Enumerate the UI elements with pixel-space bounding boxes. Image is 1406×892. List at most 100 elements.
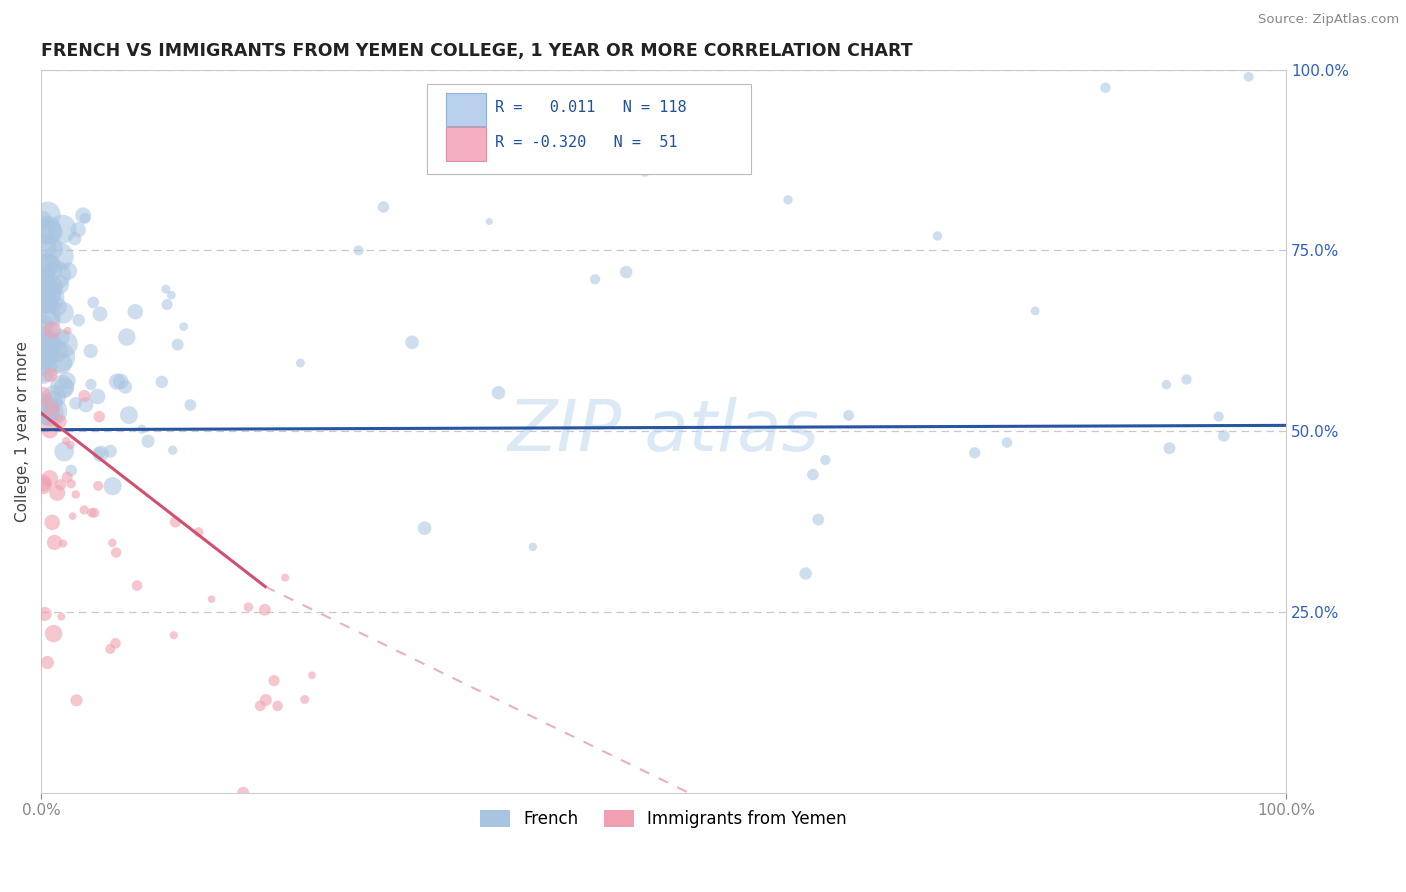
Point [34, 338, 56, 352]
Point [75, 398, 97, 412]
Point [38, 314, 60, 328]
Point [110, 375, 132, 389]
Point [42, 279, 65, 293]
Point [347, 244, 370, 258]
Point [46, 486, 69, 500]
Point [38, 295, 60, 310]
Point [44, 535, 66, 549]
Point [614, 265, 637, 279]
Point [583, 272, 606, 286]
Point [104, 636, 127, 650]
Point [67, 313, 90, 327]
Point [1175, 372, 1198, 386]
Point [73, 503, 96, 517]
Point [45, 343, 67, 358]
Point [35, 286, 58, 301]
Point [238, 600, 260, 615]
Point [31, 359, 53, 374]
Point [1208, 409, 1230, 424]
Point [274, 571, 297, 585]
Point [56, 324, 79, 338]
Point [52, 306, 75, 320]
Point [45, 268, 67, 282]
Point [634, 164, 657, 178]
Text: ZIP atlas: ZIP atlas [508, 397, 820, 466]
Point [35, 298, 58, 312]
Point [65, 693, 87, 707]
Text: FRENCH VS IMMIGRANTS FROM YEMEN COLLEGE, 1 YEAR OR MORE CORRELATION CHART: FRENCH VS IMMIGRANTS FROM YEMEN COLLEGE,… [41, 42, 912, 60]
Point [166, 337, 188, 351]
Point [48, 250, 70, 264]
Point [34, 342, 56, 356]
Point [87, 446, 110, 460]
Point [41, 401, 63, 416]
Point [31, 330, 53, 344]
Point [522, 540, 544, 554]
Point [37, 208, 59, 222]
Point [254, 693, 277, 707]
Point [101, 479, 124, 493]
Point [101, 536, 124, 550]
Point [72, 208, 94, 222]
Point [155, 282, 177, 296]
Point [794, 566, 817, 581]
Point [59, 438, 82, 452]
Point [232, 786, 254, 800]
Point [1094, 80, 1116, 95]
Point [51, 609, 73, 624]
Point [37, 656, 59, 670]
FancyBboxPatch shape [446, 128, 485, 161]
Point [62, 509, 84, 524]
Point [100, 444, 122, 458]
Point [31, 402, 53, 417]
Text: R =   0.011   N = 118: R = 0.011 N = 118 [495, 101, 688, 115]
Point [60, 476, 83, 491]
Point [49, 350, 72, 364]
Point [31, 389, 53, 403]
Point [55, 434, 77, 448]
Point [187, 524, 209, 539]
Point [51, 357, 73, 371]
Point [46, 300, 69, 314]
Point [478, 214, 501, 228]
Point [56, 264, 79, 278]
Point [83, 506, 105, 520]
Point [776, 193, 799, 207]
Point [38, 471, 60, 485]
Point [80, 377, 103, 392]
Point [401, 335, 423, 350]
Point [163, 628, 186, 642]
Point [37, 261, 59, 276]
Point [39, 368, 62, 382]
Point [150, 375, 173, 389]
Point [200, 592, 222, 607]
Point [80, 344, 103, 359]
Point [32, 318, 55, 332]
Point [160, 288, 183, 302]
Point [48, 277, 70, 292]
Y-axis label: College, 1 year or more: College, 1 year or more [15, 341, 30, 522]
Point [105, 545, 128, 559]
Point [49, 330, 72, 344]
Point [51, 380, 73, 394]
Point [488, 385, 510, 400]
Point [1212, 429, 1234, 443]
Point [1156, 377, 1178, 392]
Point [53, 337, 76, 351]
Point [105, 375, 128, 389]
Point [118, 408, 141, 422]
Point [35, 404, 58, 418]
Point [801, 467, 824, 482]
Point [51, 222, 73, 236]
Point [301, 668, 323, 682]
Point [131, 422, 153, 436]
Point [32, 346, 55, 360]
Point [253, 603, 276, 617]
Legend: French, Immigrants from Yemen: French, Immigrants from Yemen [474, 804, 853, 835]
Point [42, 393, 65, 408]
Point [37, 258, 59, 272]
Point [41, 242, 63, 256]
Point [42, 404, 65, 418]
Point [294, 692, 316, 706]
Point [53, 444, 76, 458]
